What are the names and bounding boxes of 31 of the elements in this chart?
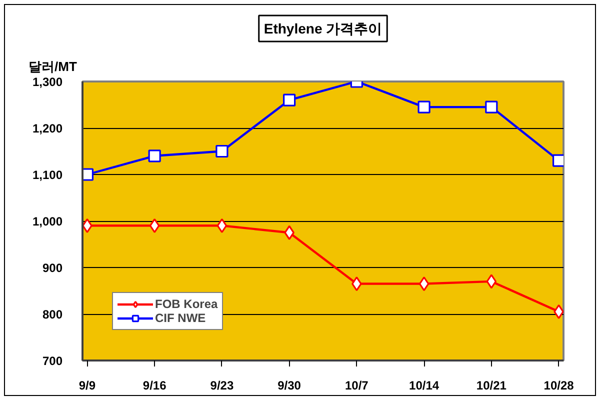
point [283,94,296,106]
point [552,154,564,167]
point [148,150,161,162]
x-tick-label: 9/9 [78,378,96,392]
legend-label: CIF NWE [155,311,206,325]
point [418,100,430,114]
y-tick-label: 1,000 [32,214,63,228]
y-tick-label: 1,100 [32,168,63,182]
point [216,144,228,158]
x-tick-label: 9/30 [278,378,302,392]
point [486,274,497,289]
x-tick-label: 9/23 [210,378,234,392]
point [418,276,430,292]
y-tick-label: 1,300 [32,75,63,89]
point [82,168,94,181]
y-tick-label: 700 [42,354,63,368]
y-tick-label: 1,200 [32,122,63,136]
y-axis-title: 달러/MT [28,59,77,74]
x-tick-label: 10/7 [345,378,369,392]
x-tick-label: 9/16 [142,378,167,392]
x-tick-label: 10/14 [409,378,440,392]
legend-label: FOB Korea [155,297,218,311]
y-tick-label: 900 [42,261,63,275]
x-tick-label: 10/21 [476,378,507,392]
chart-title: Ethylene 가격추이 [264,20,382,36]
point [149,218,160,233]
point [284,225,294,240]
point [485,100,498,114]
y-tick-label: 800 [42,308,63,322]
x-tick-label: 10/28 [544,378,574,392]
point [216,218,228,233]
